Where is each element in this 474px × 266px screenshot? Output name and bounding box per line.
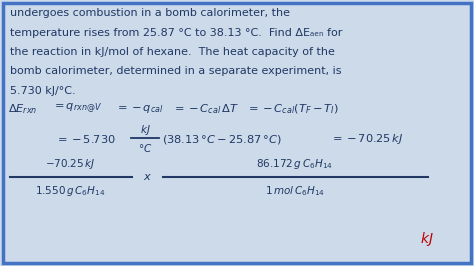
Text: $1.550\,g\,C_6H_{14}$: $1.550\,g\,C_6H_{14}$ bbox=[35, 184, 105, 198]
Text: $86.172\,g\,C_6H_{14}$: $86.172\,g\,C_6H_{14}$ bbox=[256, 157, 334, 171]
Text: $= -C_{cal}\,\Delta T$: $= -C_{cal}\,\Delta T$ bbox=[172, 102, 239, 116]
Text: $(38.13\,°C - 25.87\,°C)$: $(38.13\,°C - 25.87\,°C)$ bbox=[162, 132, 282, 146]
Text: $kJ$: $kJ$ bbox=[140, 123, 150, 137]
Text: $-70.25\,kJ$: $-70.25\,kJ$ bbox=[45, 157, 95, 171]
Text: bomb calorimeter, determined in a separate experiment, is: bomb calorimeter, determined in a separa… bbox=[10, 66, 341, 77]
Text: $x$: $x$ bbox=[143, 172, 152, 182]
Text: $= q_{rxn@V}$: $= q_{rxn@V}$ bbox=[52, 102, 102, 116]
Text: $= -70.25\,kJ$: $= -70.25\,kJ$ bbox=[330, 132, 403, 146]
Text: $\Delta E_{rxn}$: $\Delta E_{rxn}$ bbox=[8, 102, 37, 116]
Text: $= -q_{cal}$: $= -q_{cal}$ bbox=[115, 103, 164, 115]
Text: $= -C_{cal}(T_F - T_I)$: $= -C_{cal}(T_F - T_I)$ bbox=[246, 102, 339, 116]
Text: $= -5.730$: $= -5.730$ bbox=[55, 133, 116, 145]
Text: $kJ$: $kJ$ bbox=[420, 230, 434, 248]
Text: $°C$: $°C$ bbox=[138, 142, 152, 154]
Text: undergoes combustion in a bomb calorimeter, the: undergoes combustion in a bomb calorimet… bbox=[10, 8, 290, 18]
Text: the reaction in kJ/mol of hexane.  The heat capacity of the: the reaction in kJ/mol of hexane. The he… bbox=[10, 47, 335, 57]
Text: 5.730 kJ/°C.: 5.730 kJ/°C. bbox=[10, 86, 76, 96]
Text: temperature rises from 25.87 °C to 38.13 °C.  Find ΔEₐₑₙ for: temperature rises from 25.87 °C to 38.13… bbox=[10, 27, 342, 38]
Text: $1\,mol\,C_6H_{14}$: $1\,mol\,C_6H_{14}$ bbox=[265, 184, 325, 198]
